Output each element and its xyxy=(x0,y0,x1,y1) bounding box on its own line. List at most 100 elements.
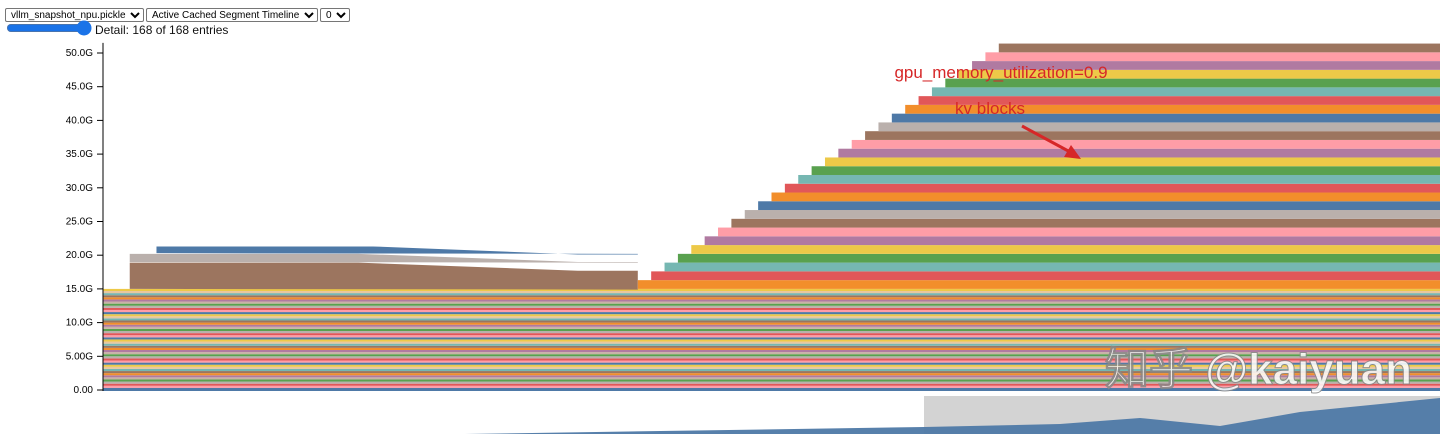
y-tick-label: 20.0G xyxy=(66,250,93,261)
y-tick-label: 45.0G xyxy=(66,82,93,93)
base-layer xyxy=(103,360,1440,363)
kv-block xyxy=(784,183,1440,193)
base-layer xyxy=(103,356,1440,359)
base-layer xyxy=(103,309,1440,313)
device-select[interactable]: 0 xyxy=(320,8,350,22)
y-tick-label: 50.0G xyxy=(66,48,93,59)
annotations: gpu_memory_utilization=0.9kv blocks xyxy=(894,63,1108,159)
base-layer xyxy=(103,341,1440,344)
kv-block xyxy=(998,43,1440,53)
base-layer xyxy=(103,324,1440,327)
minimap-area xyxy=(465,398,1440,434)
base-layer xyxy=(103,328,1440,332)
kv-block xyxy=(945,78,1440,88)
kv-block xyxy=(798,174,1440,184)
y-tick-label: 30.0G xyxy=(66,183,93,194)
base-layer xyxy=(103,307,1440,310)
kv-block xyxy=(758,201,1440,211)
base-layer xyxy=(103,301,1440,304)
base-layer xyxy=(103,299,1440,302)
overview-minimap[interactable] xyxy=(0,396,1440,434)
kv-block xyxy=(704,236,1440,246)
detail-slider[interactable] xyxy=(6,22,92,34)
kv-block xyxy=(918,96,1440,105)
early-segment xyxy=(129,262,638,290)
detail-slider-row: Detail: 168 of 168 entries xyxy=(6,22,266,37)
base-layer xyxy=(103,364,1440,367)
base-layer xyxy=(103,347,1440,350)
base-layer xyxy=(103,373,1440,376)
base-layer xyxy=(103,314,1440,317)
kv-block xyxy=(838,148,1440,158)
base-layer xyxy=(103,339,1440,342)
base-layer xyxy=(103,381,1440,384)
watermark-text: 知乎 @kaiyuan xyxy=(1105,345,1412,394)
base-layer xyxy=(103,362,1440,365)
base-layer xyxy=(103,322,1440,325)
kv-block xyxy=(664,262,1440,272)
base-layer xyxy=(103,303,1440,306)
kv-block xyxy=(651,271,1440,281)
base-layer xyxy=(103,343,1440,346)
y-tick-label: 25.0G xyxy=(66,217,93,228)
kv-block xyxy=(811,166,1440,175)
kv-block xyxy=(985,52,1440,62)
base-layer xyxy=(103,295,1440,298)
kv-block xyxy=(958,69,1440,79)
kv-block xyxy=(865,131,1440,140)
y-tick-label: 15.0G xyxy=(66,284,93,295)
annotation-arrow-shaft xyxy=(1021,124,1073,155)
kv-block xyxy=(731,218,1440,228)
base-layer xyxy=(103,383,1440,386)
kv-block xyxy=(905,104,1440,114)
kv-block xyxy=(677,253,1440,263)
detail-label: Detail: 168 of 168 entries xyxy=(95,23,229,37)
base-layer xyxy=(103,320,1440,323)
kv-block xyxy=(691,245,1440,254)
kv-block xyxy=(637,280,1440,289)
base-layer xyxy=(103,291,1440,294)
kv-block xyxy=(718,227,1440,237)
y-tick-label: 35.0G xyxy=(66,149,93,160)
base-layer xyxy=(103,288,1440,292)
base-layer xyxy=(103,352,1440,355)
y-tick-label: 5.00G xyxy=(66,351,93,362)
kv-block xyxy=(851,139,1440,149)
base-layer xyxy=(103,358,1440,361)
early-segment xyxy=(156,246,638,255)
kv-block xyxy=(744,210,1440,219)
base-layer xyxy=(103,371,1440,374)
annotation-gpu-util: gpu_memory_utilization=0.9 xyxy=(894,63,1107,82)
y-tick-label: 0.00 xyxy=(74,385,94,394)
base-layer xyxy=(103,337,1440,340)
kv-block xyxy=(824,157,1440,167)
base-layer xyxy=(103,305,1440,308)
y-tick-label: 10.0G xyxy=(66,318,93,329)
snapshot-select[interactable]: vllm_snapshot_npu.pickle xyxy=(5,8,144,22)
annotation-arrow-head xyxy=(1064,145,1081,159)
kv-block xyxy=(931,87,1440,97)
base-layer xyxy=(103,366,1440,369)
kv-block xyxy=(771,192,1440,202)
annotation-kv-blocks: kv blocks xyxy=(955,99,1025,118)
controls-bar: vllm_snapshot_npu.pickle Active Cached S… xyxy=(5,8,350,22)
base-layer xyxy=(103,377,1440,380)
base-layer xyxy=(103,349,1440,353)
base-layer xyxy=(103,345,1440,348)
kv-block xyxy=(878,122,1440,132)
y-axis: 0.00 5.00G 10.0G 15.0G 20.0G 25.0G 30.0G 35.0G 4… xyxy=(66,42,104,394)
base-layer xyxy=(103,379,1440,382)
view-select[interactable]: Active Cached Segment Timeline xyxy=(146,8,318,22)
base-layer xyxy=(103,316,1440,319)
segment-timeline-chart[interactable]: 0.00 5.00G 10.0G 15.0G 20.0G 25.0G 30.0G 35.0G 4… xyxy=(0,36,1440,394)
base-layer xyxy=(103,326,1440,329)
chart-layers xyxy=(103,43,1440,391)
base-layer xyxy=(103,318,1440,321)
early-segment xyxy=(129,253,638,263)
baseline-layer xyxy=(103,387,1440,391)
base-layer xyxy=(103,331,1440,334)
base-layer xyxy=(103,368,1440,372)
base-layer xyxy=(103,297,1440,300)
base-layer xyxy=(103,335,1440,338)
base-layer xyxy=(103,354,1440,357)
